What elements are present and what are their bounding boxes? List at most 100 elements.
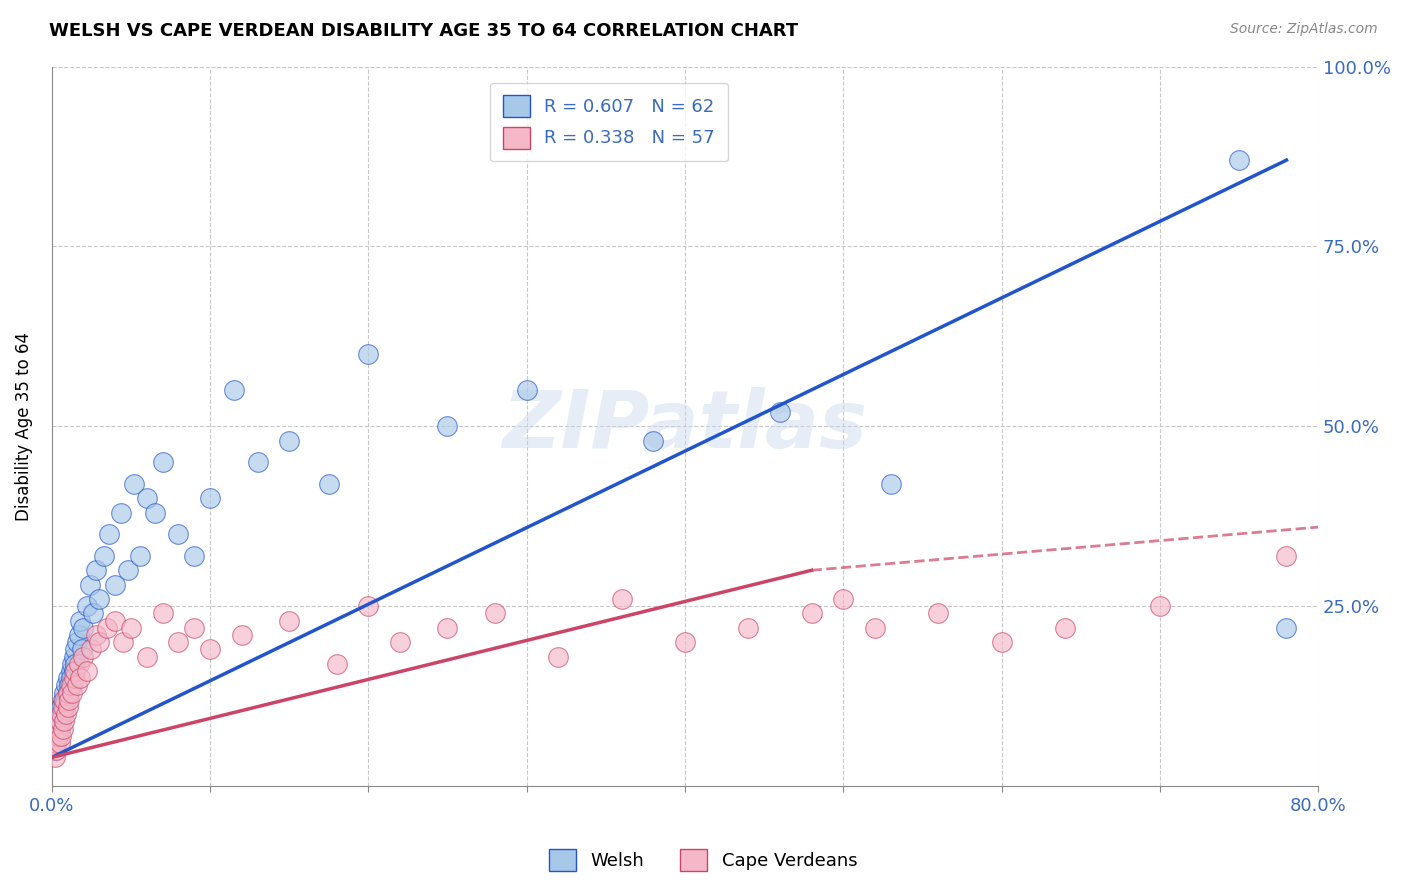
- Point: [1053, 621, 1076, 635]
- Point: [93, 549, 115, 563]
- Point: [59, 671, 82, 685]
- Point: [484, 607, 506, 621]
- Point: [863, 621, 886, 635]
- Point: [318, 477, 340, 491]
- Point: [46, 729, 69, 743]
- Point: [198, 491, 221, 506]
- Point: [110, 506, 132, 520]
- Point: [51, 729, 73, 743]
- Point: [80, 642, 103, 657]
- Point: [880, 477, 903, 491]
- Point: [55, 707, 77, 722]
- Point: [278, 614, 301, 628]
- Point: [152, 607, 174, 621]
- Point: [56, 685, 79, 699]
- Point: [79, 577, 101, 591]
- Point: [89, 635, 111, 649]
- Text: Source: ZipAtlas.com: Source: ZipAtlas.com: [1230, 22, 1378, 37]
- Point: [357, 599, 380, 614]
- Point: [278, 434, 301, 448]
- Point: [222, 384, 245, 398]
- Point: [45, 743, 67, 757]
- Text: ZIPatlas: ZIPatlas: [502, 387, 868, 466]
- Point: [65, 657, 87, 671]
- Point: [84, 628, 107, 642]
- Point: [104, 577, 127, 591]
- Point: [48, 722, 70, 736]
- Point: [65, 664, 87, 678]
- Point: [737, 621, 759, 635]
- Point: [246, 455, 269, 469]
- Point: [60, 657, 83, 671]
- Point: [69, 614, 91, 628]
- Point: [120, 621, 142, 635]
- Point: [357, 347, 380, 361]
- Point: [135, 649, 157, 664]
- Point: [610, 592, 633, 607]
- Point: [1275, 549, 1298, 563]
- Point: [56, 671, 79, 685]
- Point: [1227, 153, 1250, 168]
- Text: WELSH VS CAPE VERDEAN DISABILITY AGE 35 TO 64 CORRELATION CHART: WELSH VS CAPE VERDEAN DISABILITY AGE 35 …: [49, 22, 799, 40]
- Point: [60, 678, 83, 692]
- Point: [63, 649, 86, 664]
- Point: [436, 419, 458, 434]
- Point: [135, 491, 157, 506]
- Point: [46, 714, 69, 729]
- Point: [46, 722, 69, 736]
- Legend: Welsh, Cape Verdeans: Welsh, Cape Verdeans: [541, 842, 865, 879]
- Point: [55, 693, 77, 707]
- Point: [832, 592, 855, 607]
- Point: [673, 635, 696, 649]
- Point: [89, 592, 111, 607]
- Point: [58, 678, 80, 692]
- Point: [152, 455, 174, 469]
- Point: [800, 607, 823, 621]
- Point: [60, 685, 83, 699]
- Point: [769, 405, 792, 419]
- Point: [1149, 599, 1171, 614]
- Point: [51, 714, 73, 729]
- Y-axis label: Disability Age 35 to 64: Disability Age 35 to 64: [15, 332, 32, 521]
- Point: [67, 628, 90, 642]
- Point: [59, 678, 82, 692]
- Point: [45, 736, 67, 750]
- Point: [990, 635, 1012, 649]
- Point: [76, 664, 98, 678]
- Point: [122, 477, 145, 491]
- Point: [55, 678, 77, 692]
- Point: [46, 729, 69, 743]
- Point: [44, 743, 66, 757]
- Point: [65, 642, 87, 657]
- Point: [96, 621, 118, 635]
- Point: [45, 736, 67, 750]
- Point: [48, 707, 70, 722]
- Point: [198, 642, 221, 657]
- Point: [53, 700, 76, 714]
- Point: [927, 607, 949, 621]
- Point: [67, 657, 90, 671]
- Point: [97, 527, 120, 541]
- Point: [167, 527, 190, 541]
- Point: [516, 384, 538, 398]
- Point: [48, 736, 70, 750]
- Point: [84, 563, 107, 577]
- Point: [388, 635, 411, 649]
- Legend: R = 0.607   N = 62, R = 0.338   N = 57: R = 0.607 N = 62, R = 0.338 N = 57: [491, 83, 728, 161]
- Point: [59, 664, 82, 678]
- Point: [48, 714, 70, 729]
- Point: [183, 549, 205, 563]
- Point: [82, 607, 104, 621]
- Point: [58, 685, 80, 699]
- Point: [70, 642, 93, 657]
- Point: [66, 678, 89, 692]
- Point: [183, 621, 205, 635]
- Point: [51, 707, 73, 722]
- Point: [52, 707, 75, 722]
- Point: [56, 700, 79, 714]
- Point: [63, 671, 86, 685]
- Point: [52, 722, 75, 736]
- Point: [63, 664, 86, 678]
- Point: [53, 693, 76, 707]
- Point: [53, 685, 76, 699]
